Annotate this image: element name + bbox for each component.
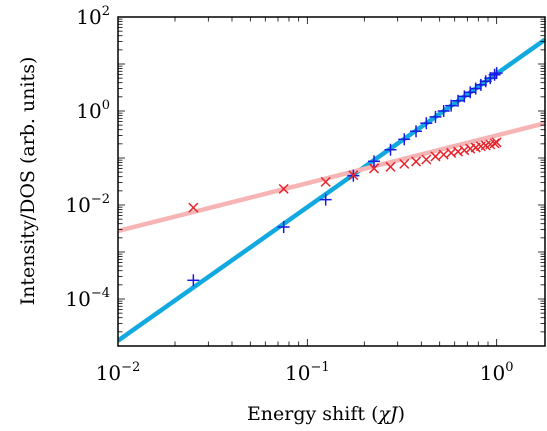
marker-stroke (188, 202, 199, 213)
cross-marker (320, 176, 331, 187)
plus-marker (277, 221, 290, 234)
tick-base: 10 (65, 287, 90, 311)
tick-exponent: 0 (505, 360, 513, 375)
marker-stroke (385, 161, 396, 172)
cross-marker (410, 156, 422, 167)
fit-line-1 (118, 37, 545, 343)
y-tick-label: 100 (76, 98, 110, 123)
plus-marker (368, 155, 381, 168)
cross-marker (491, 137, 502, 148)
x-tick-label: 10−1 (285, 360, 330, 385)
tick-base: 10 (76, 5, 101, 29)
plus-marker (452, 94, 465, 107)
tick-exponent: −4 (91, 286, 110, 301)
marker-stroke (348, 170, 359, 181)
plus-marker (420, 117, 433, 130)
cross-marker (385, 161, 396, 172)
plus-marker (319, 193, 332, 206)
fit-line-2 (118, 121, 545, 234)
marker-stroke (459, 145, 470, 156)
marker-stroke (410, 156, 422, 167)
marker-stroke (278, 183, 289, 194)
tick-exponent: −1 (310, 360, 329, 375)
tick-base: 10 (285, 361, 310, 385)
y-tick-label: 102 (76, 4, 110, 29)
fit-lines (118, 37, 545, 343)
cross-marker (459, 145, 470, 156)
plus-marker (384, 143, 397, 156)
marker-stroke (399, 158, 410, 169)
marker-stroke (368, 163, 380, 174)
y-tick-label: 10−4 (65, 286, 110, 311)
cross-marker (188, 202, 199, 213)
y-axis-title: Intensity/DOS (arb. units) (17, 57, 39, 306)
data-markers (187, 67, 503, 287)
cross-marker (399, 158, 410, 169)
marker-stroke (489, 138, 500, 149)
plus-marker (410, 125, 423, 138)
cross-marker (348, 170, 359, 181)
tick-exponent: 0 (102, 98, 110, 113)
marker-stroke (320, 176, 331, 187)
cross-marker (452, 146, 464, 157)
plus-marker (445, 99, 458, 112)
tick-base: 10 (96, 361, 121, 385)
x-axis-title: Energy shift (χJ) (247, 403, 405, 425)
tick-base: 10 (480, 361, 505, 385)
plus-marker (488, 68, 501, 81)
tick-exponent: −2 (121, 360, 140, 375)
tick-exponent: −2 (91, 192, 110, 207)
plus-marker (187, 274, 200, 287)
cross-marker (368, 163, 380, 174)
marker-stroke (446, 147, 457, 158)
x-tick-label: 10−2 (96, 360, 141, 385)
cross-marker (438, 149, 449, 160)
plus-marker (398, 133, 411, 146)
cross-marker (430, 151, 441, 162)
plot-frame (117, 16, 546, 347)
marker-stroke (421, 154, 432, 165)
marker-stroke (452, 146, 464, 157)
x-tick-label: 100 (480, 360, 514, 385)
tick-exponent: 2 (102, 4, 110, 19)
plus-marker (437, 105, 450, 117)
cross-marker (421, 154, 432, 165)
y-tick-label: 10−2 (65, 192, 110, 217)
cross-marker (489, 138, 500, 149)
marker-stroke (430, 151, 441, 162)
marker-stroke (491, 137, 502, 148)
cross-marker (278, 183, 289, 194)
plus-marker (490, 67, 503, 80)
tick-base: 10 (65, 193, 90, 217)
marker-stroke (438, 149, 449, 160)
tick-base: 10 (76, 99, 101, 123)
plus-marker (429, 110, 442, 123)
